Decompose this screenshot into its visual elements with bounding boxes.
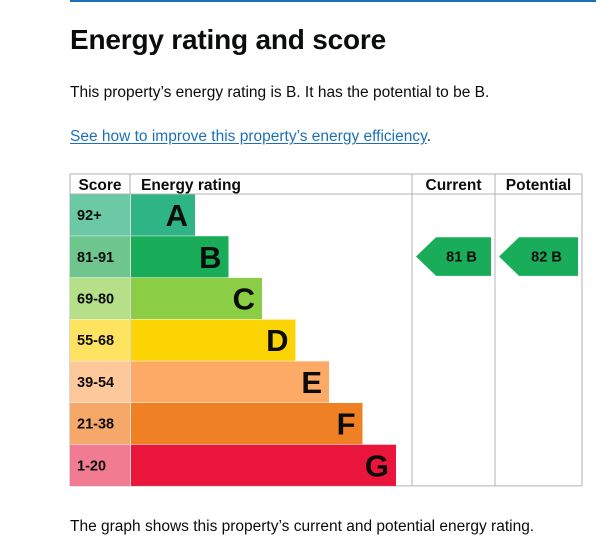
score-label-e: 39-54: [77, 375, 114, 391]
rating-letter-d: D: [266, 323, 288, 358]
score-cell-c: [70, 277, 130, 320]
score-cell-f: [70, 403, 130, 445]
rating-bar-c: [131, 277, 262, 320]
score-label-a: 92+: [77, 208, 102, 224]
chart-caption: The graph shows this property’s current …: [70, 518, 535, 535]
score-label-d: 55-68: [77, 333, 114, 349]
header-potential: Potential: [506, 177, 571, 194]
score-label-f: 21-38: [77, 417, 114, 433]
rating-bar-b: [131, 236, 229, 278]
rating-bar-g: [131, 444, 396, 486]
rating-bar-d: [131, 319, 296, 361]
rating-bar-a: [131, 194, 195, 236]
header-score: Score: [78, 177, 121, 194]
rating-letter-e: E: [301, 365, 322, 400]
rating-letter-c: C: [233, 282, 255, 317]
current-rating-arrow: [416, 237, 491, 276]
rating-letter-g: G: [365, 448, 389, 483]
score-cell-g: [70, 444, 130, 486]
rating-summary: This property’s energy rating is B. It h…: [70, 84, 490, 101]
header-energy-rating: Energy rating: [141, 177, 241, 194]
potential-rating-arrow: [499, 237, 578, 276]
score-cell-a: [70, 194, 130, 236]
improve-link-suffix: .: [426, 128, 431, 145]
header-current: Current: [426, 177, 482, 194]
score-label-b: 81-91: [77, 250, 114, 266]
rating-letter-a: A: [166, 198, 188, 233]
score-cell-e: [70, 361, 130, 403]
rating-bar-e: [131, 361, 329, 403]
improve-efficiency-link[interactable]: See how to improve this property’s energ…: [70, 128, 427, 145]
rating-bar-f: [131, 403, 363, 445]
score-label-c: 69-80: [77, 292, 114, 308]
current-rating-arrow-label: 81 B: [446, 250, 477, 266]
score-label-g: 1-20: [77, 458, 106, 474]
rating-letter-b: B: [199, 240, 221, 275]
rating-letter-f: F: [337, 407, 356, 442]
score-cell-b: [70, 236, 130, 278]
potential-rating-arrow-label: 82 B: [531, 250, 562, 266]
top-rule: [70, 0, 596, 2]
improve-link-line: See how to improve this property’s energ…: [70, 128, 431, 146]
page-title: Energy rating and score: [70, 24, 386, 55]
score-cell-d: [70, 319, 130, 361]
